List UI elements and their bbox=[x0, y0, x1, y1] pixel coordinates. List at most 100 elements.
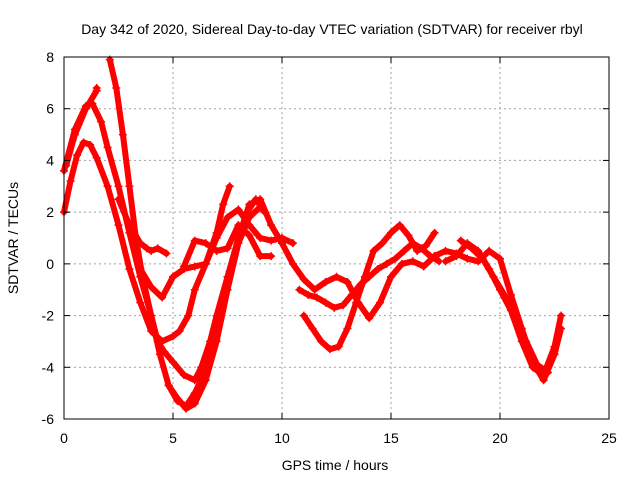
data-point bbox=[360, 272, 369, 281]
data-point bbox=[243, 208, 252, 217]
y-tick-label: -4 bbox=[42, 359, 55, 375]
data-point bbox=[190, 399, 199, 408]
data-point bbox=[73, 151, 82, 160]
data-point bbox=[441, 246, 450, 255]
data-point bbox=[485, 246, 494, 255]
series-line bbox=[431, 247, 564, 384]
y-tick-label: 8 bbox=[46, 49, 54, 65]
data-point bbox=[103, 182, 112, 191]
data-point bbox=[212, 337, 221, 346]
data-point bbox=[182, 404, 191, 413]
data-point bbox=[190, 236, 199, 245]
data-point bbox=[543, 368, 552, 377]
data-point bbox=[310, 285, 319, 294]
data-point bbox=[153, 244, 162, 253]
series-line bbox=[61, 139, 296, 345]
data-point bbox=[288, 259, 297, 268]
data-point bbox=[288, 239, 297, 248]
series-track-6 bbox=[136, 182, 234, 302]
data-point bbox=[404, 231, 413, 240]
data-point bbox=[219, 200, 228, 209]
data-point bbox=[456, 236, 465, 245]
data-point bbox=[79, 138, 88, 147]
data-point bbox=[223, 244, 232, 253]
x-tick-label: 10 bbox=[274, 430, 290, 446]
data-point bbox=[539, 376, 548, 385]
data-point bbox=[256, 234, 265, 242]
series-layer bbox=[60, 55, 566, 413]
data-point bbox=[299, 275, 308, 284]
y-axis-label: SDTVAR / TECUs bbox=[5, 182, 21, 294]
data-point bbox=[430, 252, 439, 261]
data-point bbox=[112, 84, 121, 93]
data-point bbox=[343, 324, 352, 333]
data-point bbox=[382, 259, 391, 268]
data-point bbox=[391, 254, 400, 263]
data-point bbox=[147, 311, 156, 320]
data-point bbox=[136, 298, 145, 307]
data-point bbox=[190, 285, 199, 294]
data-point bbox=[175, 327, 184, 336]
data-point bbox=[299, 311, 308, 320]
y-tick-label: -2 bbox=[42, 308, 55, 324]
data-point bbox=[400, 246, 409, 255]
data-point bbox=[419, 262, 428, 271]
data-point bbox=[321, 277, 330, 286]
data-point bbox=[114, 195, 123, 204]
data-point bbox=[256, 202, 265, 211]
data-point bbox=[234, 205, 243, 214]
data-point bbox=[267, 221, 276, 230]
data-point bbox=[430, 228, 439, 237]
data-point bbox=[522, 337, 531, 346]
data-point bbox=[557, 311, 566, 320]
y-tick-label: -6 bbox=[42, 411, 55, 427]
data-point bbox=[147, 283, 156, 292]
data-point bbox=[245, 213, 254, 222]
x-tick-label: 15 bbox=[383, 430, 399, 446]
data-point bbox=[164, 381, 173, 390]
series-track-11 bbox=[278, 239, 439, 323]
data-point bbox=[452, 249, 461, 258]
y-tick-label: 6 bbox=[46, 101, 54, 117]
data-point bbox=[190, 376, 199, 385]
data-point bbox=[312, 293, 321, 302]
data-point bbox=[179, 371, 188, 380]
x-tick-label: 5 bbox=[169, 430, 177, 446]
data-point bbox=[267, 252, 276, 261]
data-point bbox=[325, 345, 334, 354]
data-point bbox=[125, 221, 134, 230]
data-point bbox=[397, 259, 406, 268]
data-point bbox=[201, 239, 210, 248]
data-point bbox=[557, 324, 566, 333]
data-point bbox=[136, 239, 145, 248]
grid bbox=[64, 57, 609, 419]
data-point bbox=[155, 350, 164, 359]
data-point bbox=[97, 117, 106, 126]
data-point bbox=[500, 290, 509, 299]
data-point bbox=[92, 84, 101, 93]
data-point bbox=[467, 244, 476, 253]
data-point bbox=[234, 221, 243, 230]
data-point bbox=[365, 314, 374, 323]
data-point bbox=[212, 228, 221, 237]
series-track-7 bbox=[114, 195, 171, 258]
data-point bbox=[413, 246, 422, 255]
y-tick-label: 0 bbox=[46, 256, 54, 272]
data-point bbox=[212, 246, 221, 255]
data-point bbox=[373, 265, 382, 274]
data-point bbox=[169, 358, 177, 367]
x-tick-label: 0 bbox=[60, 430, 68, 446]
series-track-13 bbox=[430, 246, 566, 385]
data-point bbox=[321, 298, 330, 307]
data-point bbox=[162, 249, 171, 258]
y-tick-label: 2 bbox=[46, 204, 54, 220]
data-point bbox=[125, 182, 134, 191]
data-point bbox=[308, 324, 317, 333]
y-tick-label: 4 bbox=[46, 152, 54, 168]
series-line bbox=[279, 240, 438, 322]
data-point bbox=[387, 272, 395, 281]
data-point bbox=[343, 277, 352, 286]
data-point bbox=[136, 265, 145, 274]
series-track-8 bbox=[179, 221, 276, 271]
data-point bbox=[201, 259, 210, 268]
